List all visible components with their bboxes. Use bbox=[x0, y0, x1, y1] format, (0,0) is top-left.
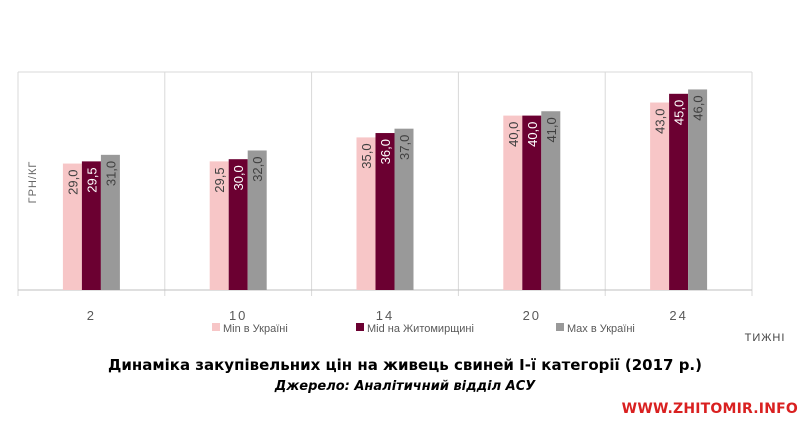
bar-data-label: 29,0 bbox=[65, 170, 80, 195]
x-axis-ticks: 2 10 14 20 24 bbox=[87, 308, 687, 323]
watermark: WWW.ZHITOMIR.INFO bbox=[621, 401, 798, 417]
bar bbox=[62, 163, 82, 290]
bar-data-label: 41,0 bbox=[544, 117, 559, 142]
bar bbox=[522, 115, 542, 290]
bar-chart: 29,0 29,5 31,0 29,5 30,0 32,0 35,0 36,0 37,0 40,0… bbox=[17, 71, 786, 344]
legend-swatch bbox=[556, 323, 564, 331]
bar-data-label: 35,0 bbox=[359, 143, 374, 168]
bar-data-label: 40,0 bbox=[506, 122, 521, 147]
chart-grid bbox=[17, 71, 753, 296]
bar-data-label: 32,0 bbox=[250, 156, 265, 181]
bar bbox=[375, 133, 395, 290]
bar-data-label: 29,5 bbox=[212, 167, 227, 192]
y-axis-label: ГРН/КГ bbox=[27, 161, 39, 204]
legend-label: Max в Україні bbox=[567, 323, 635, 335]
bar-data-label: 45,0 bbox=[672, 100, 687, 125]
bar bbox=[228, 159, 248, 290]
legend-swatch bbox=[356, 323, 364, 331]
chart-title: Динаміка закупівельних цін на живець сви… bbox=[108, 356, 702, 374]
x-tick-label: 14 bbox=[376, 308, 394, 323]
chart-legend: Min в Україні Mid на Житомирщині Max в Укр… bbox=[212, 323, 635, 335]
chart-subtitle: Джерело: Аналітичний відділ АСУ bbox=[274, 379, 536, 394]
x-axis-label: ТИЖНІ bbox=[745, 332, 786, 344]
bar-data-label: 43,0 bbox=[653, 109, 668, 134]
x-tick-label: 10 bbox=[229, 308, 247, 323]
bar bbox=[209, 161, 229, 290]
bar-data-label: 29,5 bbox=[84, 167, 99, 192]
bar bbox=[669, 93, 689, 290]
bar bbox=[81, 161, 101, 290]
bar-data-label: 37,0 bbox=[397, 135, 412, 160]
bar-data-label: 46,0 bbox=[691, 95, 706, 120]
legend-swatch bbox=[212, 323, 220, 331]
legend-label: Mid на Житомирщині bbox=[367, 323, 474, 335]
bar bbox=[541, 111, 561, 291]
bar bbox=[356, 137, 376, 290]
x-tick-label: 24 bbox=[669, 308, 687, 323]
bar-data-label: 31,0 bbox=[103, 161, 118, 186]
x-tick-label: 20 bbox=[523, 308, 541, 323]
bar-data-label: 36,0 bbox=[378, 139, 393, 164]
bar bbox=[688, 89, 708, 290]
bar bbox=[247, 150, 267, 290]
chart-bars: 29,0 29,5 31,0 29,5 30,0 32,0 35,0 36,0 37,0 40,0… bbox=[62, 89, 708, 291]
bar bbox=[394, 128, 414, 290]
x-tick-label: 2 bbox=[87, 308, 96, 323]
legend-label: Min в Україні bbox=[223, 323, 288, 335]
bar-data-label: 40,0 bbox=[525, 122, 540, 147]
bar bbox=[503, 115, 523, 290]
bar bbox=[650, 102, 670, 291]
bar bbox=[100, 154, 120, 290]
bar-data-label: 30,0 bbox=[231, 165, 246, 190]
